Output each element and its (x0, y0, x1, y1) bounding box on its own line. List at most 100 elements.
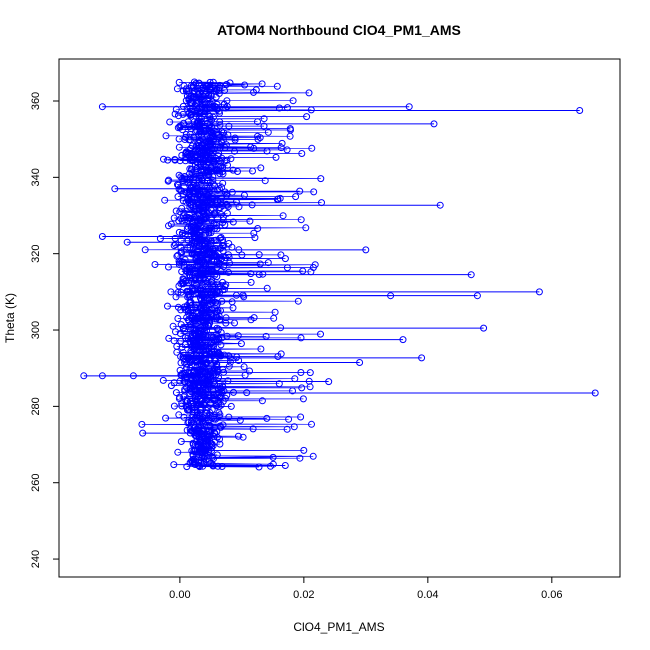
data-point (180, 276, 188, 284)
data-point (111, 185, 119, 193)
data-point (222, 314, 230, 322)
data-point (206, 224, 214, 232)
data-point (227, 402, 235, 410)
data-point (202, 224, 210, 232)
data-point (123, 238, 131, 246)
data-point (208, 406, 216, 414)
data-point (212, 245, 219, 252)
data-point (234, 332, 242, 340)
data-point (206, 319, 214, 327)
data-point (275, 104, 283, 112)
data-point (177, 173, 185, 181)
data-point (218, 128, 226, 135)
data-point (255, 271, 263, 278)
data-point (160, 155, 167, 163)
data-point (292, 193, 300, 201)
data-point (170, 461, 178, 469)
data-point (167, 220, 175, 228)
data-point (219, 278, 227, 286)
data-point (216, 440, 224, 448)
data-point (207, 237, 215, 245)
data-point (277, 251, 285, 259)
data-point (229, 218, 237, 226)
data-point (305, 377, 313, 385)
data-point (222, 319, 230, 327)
data-point (171, 110, 179, 118)
data-point (240, 191, 248, 199)
data-point (139, 429, 147, 437)
data-point (260, 115, 268, 123)
data-point (172, 389, 180, 397)
data-point (387, 292, 395, 300)
data-point (224, 131, 232, 139)
data-point (269, 453, 277, 461)
data-point (283, 264, 291, 272)
data-point (185, 196, 193, 204)
data-point (212, 401, 220, 409)
data-point (199, 267, 207, 275)
data-point (183, 426, 191, 434)
x-tick-label: 0.04 (417, 589, 438, 601)
data-point (175, 112, 182, 120)
data-point (218, 297, 226, 305)
data-point (235, 246, 243, 254)
data-point (225, 362, 233, 370)
data-point (296, 454, 304, 462)
data-point (191, 382, 199, 390)
data-point (217, 401, 225, 409)
data-point (179, 275, 187, 283)
data-point (281, 255, 289, 263)
data-point (98, 233, 106, 240)
data-point (238, 251, 246, 259)
data-point (138, 420, 146, 428)
data-point (308, 420, 315, 428)
data-point (201, 231, 209, 239)
data-point (399, 336, 407, 344)
data-point (217, 137, 225, 145)
data-point (246, 367, 253, 375)
data-point (178, 204, 186, 212)
data-point (225, 413, 233, 421)
data-point (216, 234, 224, 242)
data-point (263, 284, 271, 292)
data-point (195, 79, 203, 87)
data-point (259, 270, 267, 278)
data-point (226, 358, 234, 366)
data-point (213, 104, 221, 112)
data-point (98, 103, 106, 111)
data-point (183, 105, 191, 113)
data-point (189, 220, 196, 228)
data-point (223, 209, 231, 217)
data-point (176, 393, 184, 401)
data-point (177, 248, 185, 256)
data-point (175, 78, 183, 86)
data-point (576, 107, 584, 114)
data-point (289, 97, 297, 105)
data-point (209, 176, 217, 184)
data-point (297, 216, 305, 224)
data-point (185, 122, 193, 130)
data-point (216, 435, 223, 443)
y-axis-label: Theta (K) (3, 293, 17, 343)
data-point (195, 424, 203, 431)
data-point (281, 462, 289, 469)
data-point (165, 334, 173, 342)
data-point (239, 433, 247, 441)
data-point (297, 369, 305, 376)
data-point (189, 455, 197, 463)
data-point (198, 118, 205, 126)
x-axis: 0.00 0.02 0.04 0.06 (169, 577, 563, 601)
data-point (254, 118, 261, 126)
data-point (209, 102, 217, 110)
data-point (172, 207, 180, 215)
data-point (180, 82, 188, 90)
data-point (190, 78, 198, 86)
data-point (197, 180, 205, 188)
data-point (189, 182, 197, 190)
data-point (535, 288, 543, 296)
data-point (223, 332, 231, 340)
data-point (179, 102, 187, 110)
data-point (217, 341, 225, 349)
data-point (215, 86, 223, 94)
